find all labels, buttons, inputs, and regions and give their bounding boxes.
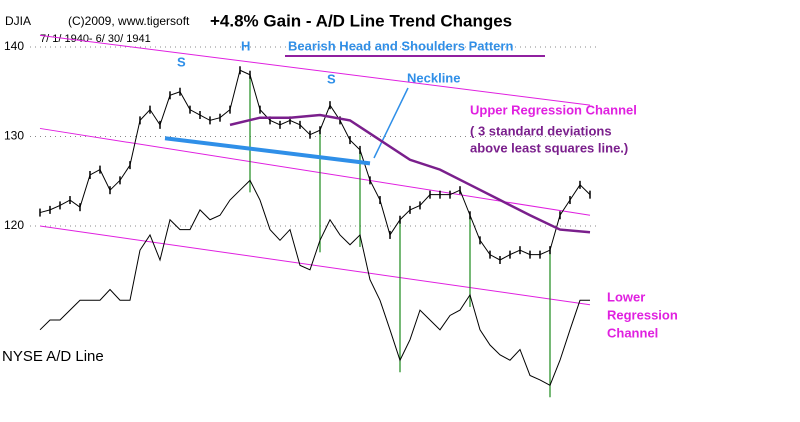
y-tick-label: 120 bbox=[4, 218, 24, 232]
price-line bbox=[39, 69, 591, 261]
regression-line bbox=[39, 127, 591, 216]
date-range: 7/ 1/ 1940- 6/ 30/ 1941 bbox=[40, 33, 151, 45]
regression-line bbox=[39, 225, 591, 306]
ad-label: NYSE A/D Line bbox=[2, 348, 104, 365]
credit: (C)2009, www.tigersoft bbox=[68, 14, 190, 28]
channel-label: Regression bbox=[607, 307, 678, 322]
head-label: H bbox=[241, 38, 250, 53]
shoulder-label: S bbox=[177, 54, 186, 69]
symbol: DJIA bbox=[5, 14, 31, 28]
channel-label: Upper Regression Channel bbox=[470, 102, 637, 117]
chart-title: +4.8% Gain - A/D Line Trend Changes bbox=[210, 11, 512, 30]
channel-note: above least squares line.) bbox=[470, 140, 628, 155]
pointer bbox=[373, 87, 409, 159]
neckline bbox=[164, 136, 371, 166]
y-tick-label: 130 bbox=[4, 129, 24, 143]
channel-label: Lower bbox=[607, 289, 645, 304]
channel-note: ( 3 standard deviations bbox=[470, 123, 612, 138]
moving-average bbox=[229, 113, 591, 234]
pattern-label: Bearish Head and Shoulders Pattern bbox=[288, 38, 513, 53]
shoulder-label: S bbox=[327, 71, 336, 86]
price-line bbox=[39, 179, 590, 387]
channel-label: Channel bbox=[607, 325, 658, 340]
regression-line bbox=[39, 34, 591, 106]
neckline-label: Neckline bbox=[407, 70, 460, 85]
y-tick-label: 140 bbox=[4, 39, 24, 53]
